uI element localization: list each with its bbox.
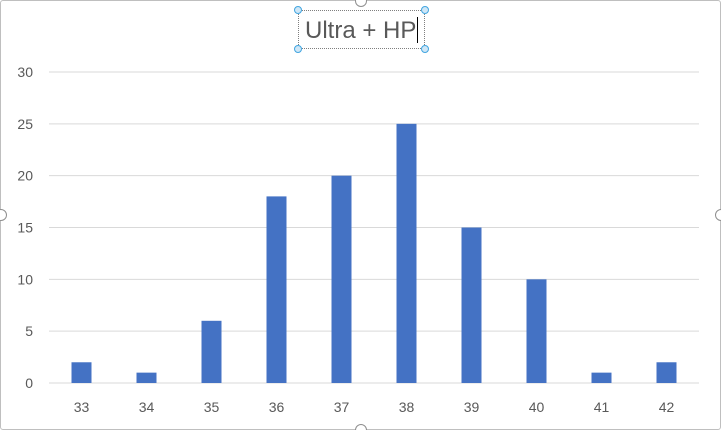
bar-41[interactable]	[591, 372, 612, 383]
chart-resize-handle-bottom-center[interactable]	[355, 424, 367, 430]
bar-37[interactable]	[331, 175, 352, 383]
x-tick-label-36: 36	[269, 399, 285, 415]
title-resize-handle-top-right[interactable]	[421, 6, 429, 14]
x-tick-label-35: 35	[204, 399, 220, 415]
chart-title[interactable]: Ultra + HP	[305, 17, 419, 44]
bar-33[interactable]	[71, 362, 92, 383]
y-tick-label-0: 0	[25, 375, 33, 391]
x-tick-label-40: 40	[529, 399, 545, 415]
title-resize-handle-top-left[interactable]	[294, 6, 302, 14]
text-cursor	[417, 17, 419, 43]
bars	[71, 123, 677, 384]
bar-34[interactable]	[136, 372, 157, 383]
y-tick-label-20: 20	[17, 168, 33, 184]
x-tick-label-37: 37	[334, 399, 350, 415]
gridlines	[49, 71, 699, 384]
y-tick-label-10: 10	[17, 271, 33, 287]
y-tick-label-5: 5	[25, 323, 33, 339]
y-tick-label-15: 15	[17, 220, 33, 236]
x-axis: 33 34 35 36 37 38 39 40 41 42	[74, 399, 675, 415]
bar-38[interactable]	[396, 123, 417, 383]
x-tick-label-42: 42	[659, 399, 675, 415]
chart-title-box[interactable]: Ultra + HP	[298, 10, 425, 49]
title-resize-handle-bottom-left[interactable]	[294, 45, 302, 53]
bar-39[interactable]	[461, 227, 482, 384]
y-tick-label-25: 25	[17, 116, 33, 132]
bar-35[interactable]	[201, 320, 222, 383]
x-tick-label-38: 38	[399, 399, 415, 415]
bar-42[interactable]	[656, 362, 677, 383]
bar-40[interactable]	[526, 279, 547, 383]
x-tick-label-39: 39	[464, 399, 480, 415]
y-tick-label-30: 30	[17, 64, 33, 80]
chart-resize-handle-middle-right[interactable]	[715, 209, 721, 221]
x-tick-label-34: 34	[139, 399, 155, 415]
x-tick-label-33: 33	[74, 399, 90, 415]
bar-36[interactable]	[266, 196, 287, 383]
y-axis: 0 5 10 15 20 25 30	[17, 64, 33, 391]
title-resize-handle-bottom-right[interactable]	[421, 45, 429, 53]
x-tick-label-41: 41	[594, 399, 610, 415]
